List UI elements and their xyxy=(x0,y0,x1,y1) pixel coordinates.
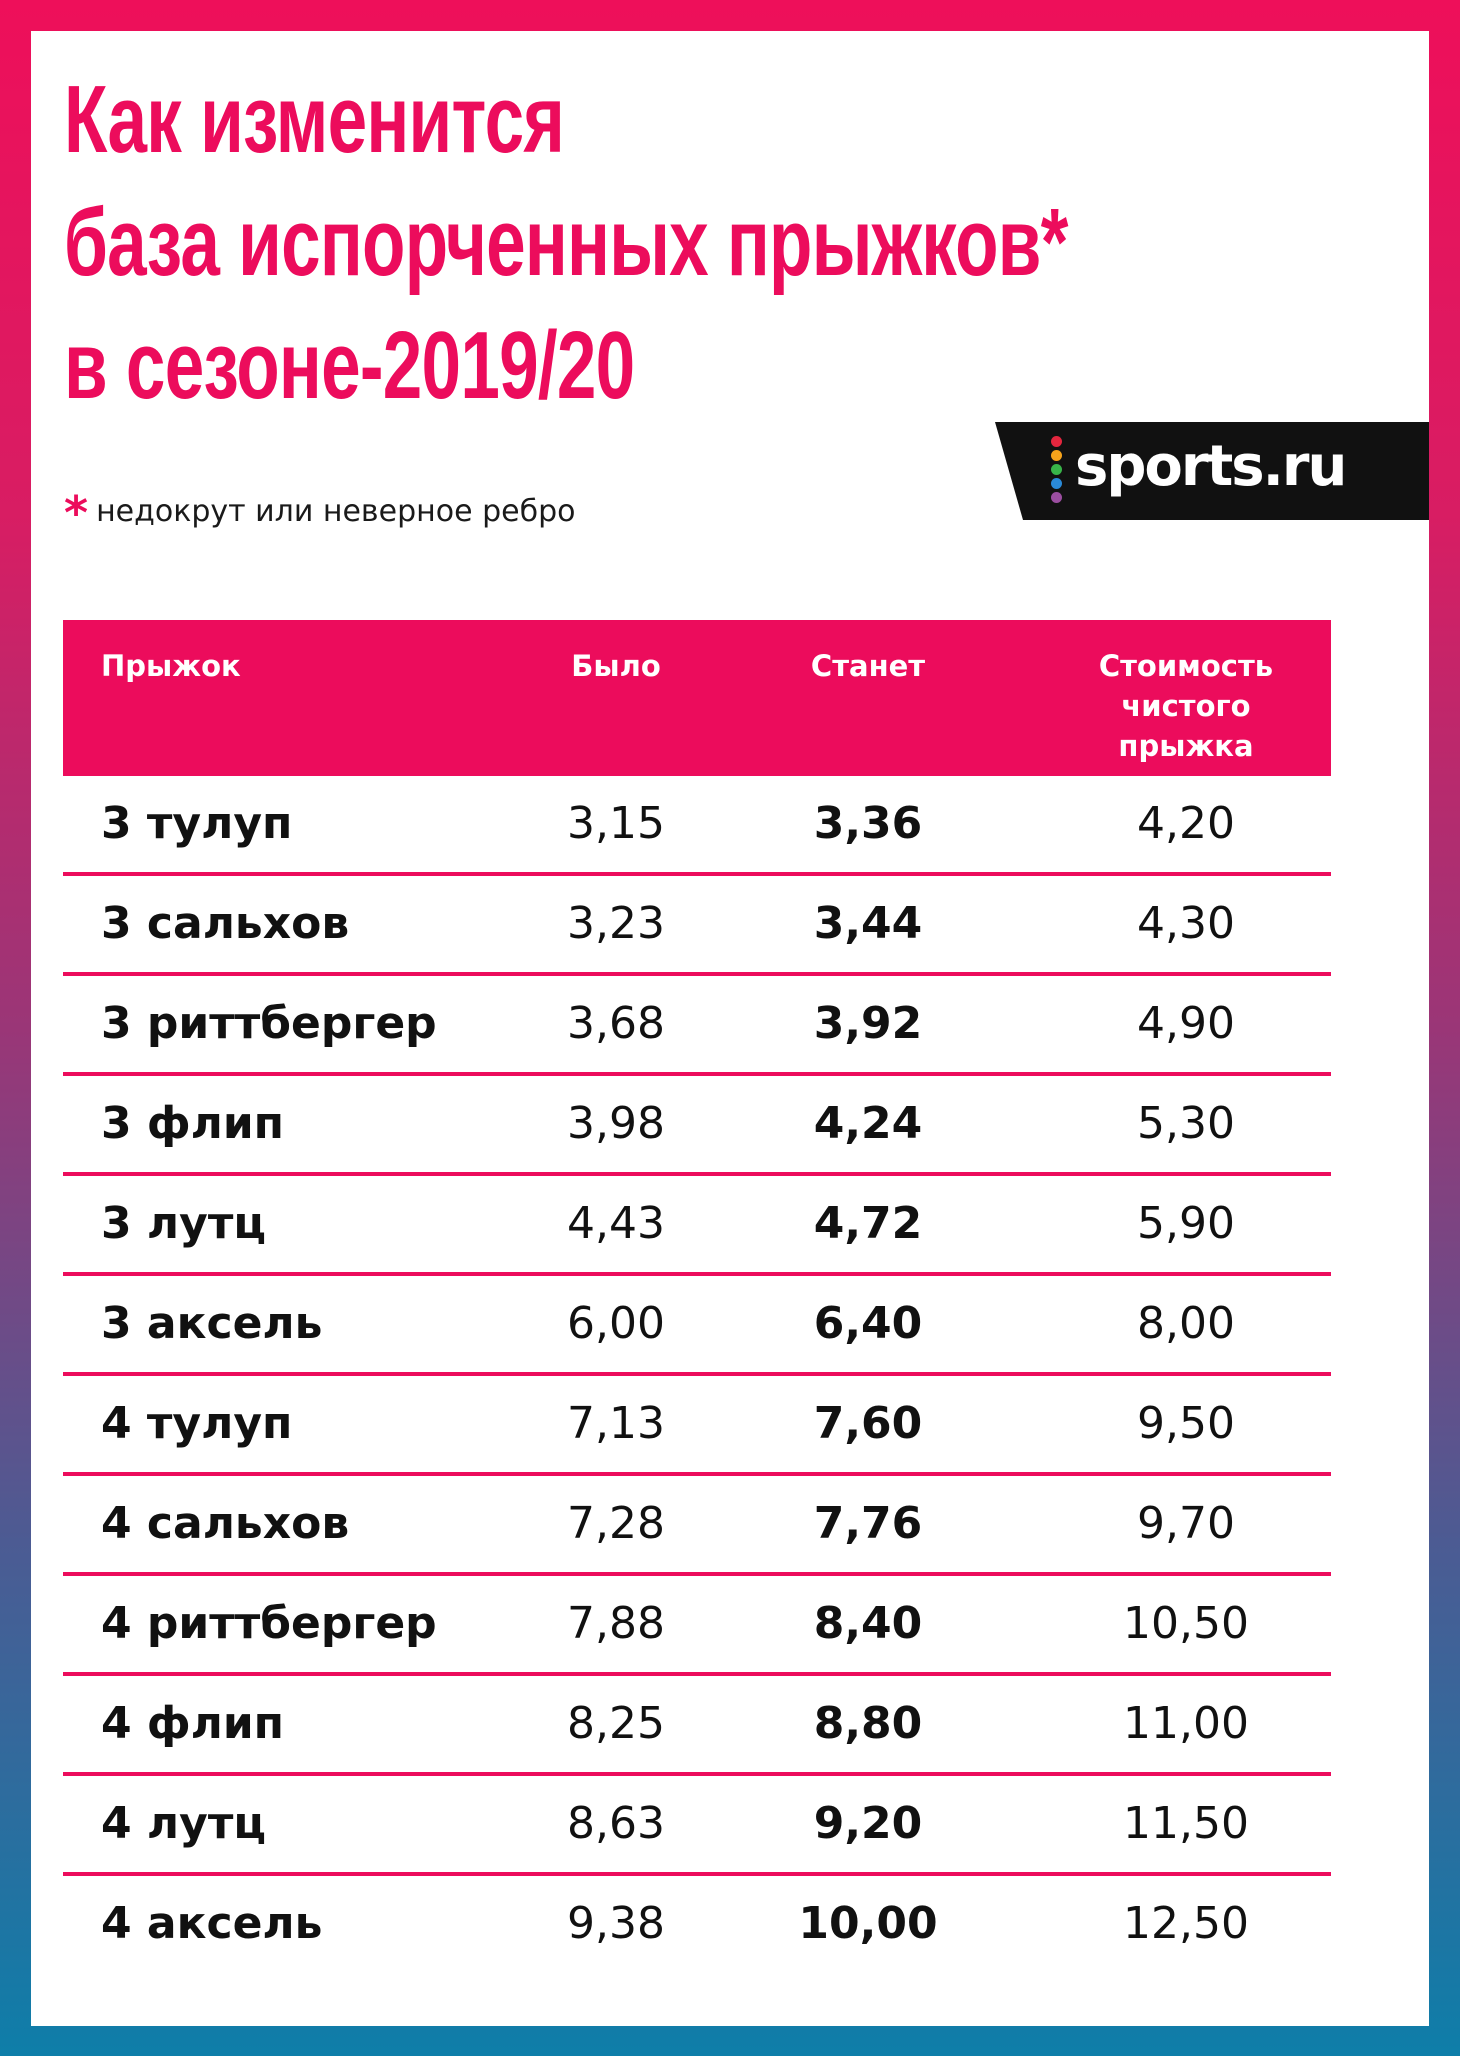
logo-dot xyxy=(1051,492,1062,503)
header-was: Было xyxy=(571,649,661,683)
jump-cell: 4 тулуп xyxy=(101,1398,293,1449)
was-cell: 9,38 xyxy=(567,1898,665,1949)
jump-cell: 4 аксель xyxy=(101,1898,323,1949)
logo-dot xyxy=(1051,464,1062,475)
clean-value-cell: 4,90 xyxy=(1137,998,1235,1049)
header-clean-line-2: чистого xyxy=(1121,689,1251,723)
clean-value-cell: 11,00 xyxy=(1123,1698,1249,1749)
jump-cell: 3 аксель xyxy=(101,1298,323,1349)
card-panel xyxy=(31,31,1429,2026)
table-header: Прыжок Было Станет Стоимость чистого пры… xyxy=(63,620,1331,776)
table-row: 4 лутц 8,63 9,20 11,50 xyxy=(63,1776,1331,1876)
logo-dot xyxy=(1051,450,1062,461)
was-cell: 6,00 xyxy=(567,1298,665,1349)
table-body: 3 тулуп 3,15 3,36 4,20 3 сальхов 3,23 3,44 4,30… xyxy=(63,776,1331,1972)
clean-value-cell: 5,30 xyxy=(1137,1098,1235,1149)
will-cell: 10,00 xyxy=(798,1898,938,1949)
footnote-text: недокрут или неверное ребро xyxy=(96,494,576,529)
header-clean-value: Стоимость чистого прыжка xyxy=(1066,646,1306,766)
table-row: 3 флип 3,98 4,24 5,30 xyxy=(63,1076,1331,1176)
table-row: 4 флип 8,25 8,80 11,00 xyxy=(63,1676,1331,1776)
clean-value-cell: 10,50 xyxy=(1123,1598,1249,1649)
clean-value-cell: 4,20 xyxy=(1137,798,1235,849)
was-cell: 8,25 xyxy=(567,1698,665,1749)
table-row: 3 лутц 4,43 4,72 5,90 xyxy=(63,1176,1331,1276)
jump-cell: 4 лутц xyxy=(101,1798,266,1849)
will-cell: 7,60 xyxy=(813,1398,923,1449)
was-cell: 8,63 xyxy=(567,1798,665,1849)
was-cell: 3,23 xyxy=(567,898,665,949)
will-cell: 4,24 xyxy=(813,1098,923,1149)
logo-dots-icon xyxy=(1051,436,1063,506)
clean-value-cell: 12,50 xyxy=(1123,1898,1249,1949)
header-will: Станет xyxy=(810,649,926,683)
jump-cell: 4 риттбергер xyxy=(101,1598,437,1649)
footnote-mark: * xyxy=(64,486,89,540)
table-row: 4 риттбергер 7,88 8,40 10,50 xyxy=(63,1576,1331,1676)
will-cell: 9,20 xyxy=(813,1798,923,1849)
table-row: 3 аксель 6,00 6,40 8,00 xyxy=(63,1276,1331,1376)
footnote: * недокрут или неверное ребро xyxy=(64,478,576,540)
jump-cell: 3 риттбергер xyxy=(101,998,437,1049)
title-line-3: в сезоне-2019/20 xyxy=(64,312,635,419)
logo-text: sports.ru xyxy=(1075,434,1347,499)
jump-cell: 3 сальхов xyxy=(101,898,350,949)
clean-value-cell: 8,00 xyxy=(1137,1298,1235,1349)
header-clean-line-3: прыжка xyxy=(1118,729,1254,763)
was-cell: 7,13 xyxy=(567,1398,665,1449)
will-cell: 4,72 xyxy=(813,1198,923,1249)
was-cell: 3,98 xyxy=(567,1098,665,1149)
will-cell: 3,44 xyxy=(813,898,923,949)
header-clean-line-1: Стоимость xyxy=(1098,649,1274,683)
table-row: 4 тулуп 7,13 7,60 9,50 xyxy=(63,1376,1331,1476)
jump-cell: 3 тулуп xyxy=(101,798,293,849)
logo-dot xyxy=(1051,436,1062,447)
jump-cell: 3 лутц xyxy=(101,1198,266,1249)
was-cell: 3,68 xyxy=(567,998,665,1049)
sports-ru-logo: sports.ru xyxy=(995,422,1429,520)
page-title: Как изменится база испорченных прыжков* … xyxy=(64,58,1068,427)
clean-value-cell: 5,90 xyxy=(1137,1198,1235,1249)
header-jump: Прыжок xyxy=(101,649,241,683)
jump-cell: 4 флип xyxy=(101,1698,285,1749)
will-cell: 3,36 xyxy=(813,798,923,849)
jump-cell: 3 флип xyxy=(101,1098,285,1149)
table-row: 3 тулуп 3,15 3,36 4,20 xyxy=(63,776,1331,876)
table-row: 4 аксель 9,38 10,00 12,50 xyxy=(63,1876,1331,1972)
was-cell: 7,28 xyxy=(567,1498,665,1549)
was-cell: 3,15 xyxy=(567,798,665,849)
clean-value-cell: 11,50 xyxy=(1123,1798,1249,1849)
will-cell: 7,76 xyxy=(813,1498,923,1549)
clean-value-cell: 4,30 xyxy=(1137,898,1235,949)
was-cell: 4,43 xyxy=(567,1198,665,1249)
table-row: 3 сальхов 3,23 3,44 4,30 xyxy=(63,876,1331,976)
title-line-2: база испорченных прыжков* xyxy=(64,189,1068,296)
jump-cell: 4 сальхов xyxy=(101,1498,350,1549)
title-line-1: Как изменится xyxy=(64,66,565,173)
logo-dot xyxy=(1051,478,1062,489)
will-cell: 6,40 xyxy=(813,1298,923,1349)
was-cell: 7,88 xyxy=(567,1598,665,1649)
will-cell: 8,40 xyxy=(813,1598,923,1649)
will-cell: 8,80 xyxy=(813,1698,923,1749)
jumps-table: Прыжок Было Станет Стоимость чистого пры… xyxy=(63,620,1331,1972)
table-row: 4 сальхов 7,28 7,76 9,70 xyxy=(63,1476,1331,1576)
will-cell: 3,92 xyxy=(813,998,923,1049)
clean-value-cell: 9,70 xyxy=(1137,1498,1235,1549)
table-row: 3 риттбергер 3,68 3,92 4,90 xyxy=(63,976,1331,1076)
clean-value-cell: 9,50 xyxy=(1137,1398,1235,1449)
